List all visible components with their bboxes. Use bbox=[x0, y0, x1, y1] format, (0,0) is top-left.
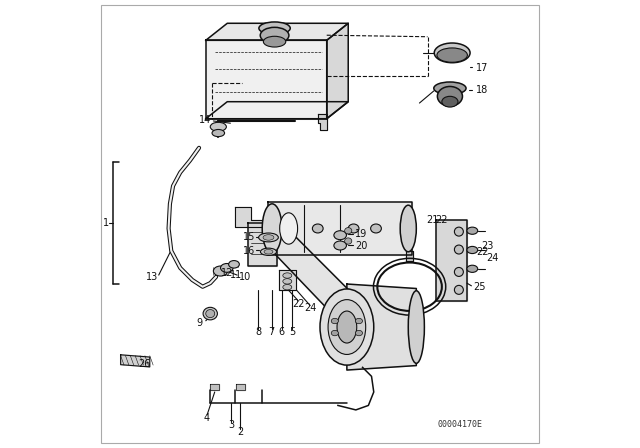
Text: 16: 16 bbox=[243, 246, 255, 256]
Ellipse shape bbox=[332, 319, 339, 324]
Text: 7: 7 bbox=[269, 327, 275, 336]
Ellipse shape bbox=[212, 129, 225, 137]
Ellipse shape bbox=[260, 248, 276, 255]
Polygon shape bbox=[210, 384, 220, 390]
Ellipse shape bbox=[355, 330, 362, 336]
Ellipse shape bbox=[283, 279, 292, 284]
Ellipse shape bbox=[203, 307, 218, 320]
Text: 20: 20 bbox=[355, 241, 367, 250]
Polygon shape bbox=[269, 202, 412, 255]
Text: 12: 12 bbox=[221, 268, 233, 278]
Ellipse shape bbox=[434, 82, 466, 95]
Ellipse shape bbox=[283, 284, 292, 290]
Polygon shape bbox=[206, 102, 348, 119]
Text: 14: 14 bbox=[199, 115, 212, 125]
Text: 15: 15 bbox=[243, 233, 255, 242]
Ellipse shape bbox=[221, 263, 233, 272]
Text: 24: 24 bbox=[304, 303, 316, 313]
Polygon shape bbox=[206, 40, 327, 119]
Polygon shape bbox=[347, 284, 417, 370]
Ellipse shape bbox=[454, 245, 463, 254]
Text: 21: 21 bbox=[427, 215, 439, 225]
Ellipse shape bbox=[337, 311, 356, 343]
Ellipse shape bbox=[211, 122, 227, 131]
Text: 00004170E: 00004170E bbox=[437, 420, 482, 429]
Ellipse shape bbox=[206, 310, 215, 318]
Ellipse shape bbox=[312, 224, 323, 233]
Ellipse shape bbox=[345, 238, 352, 244]
Text: 22: 22 bbox=[436, 215, 448, 225]
Ellipse shape bbox=[259, 233, 278, 242]
Ellipse shape bbox=[228, 261, 239, 268]
Text: 2: 2 bbox=[237, 427, 243, 437]
Polygon shape bbox=[121, 355, 150, 367]
Ellipse shape bbox=[454, 227, 463, 236]
Text: 24: 24 bbox=[486, 253, 498, 263]
Ellipse shape bbox=[264, 36, 286, 47]
Ellipse shape bbox=[454, 267, 463, 276]
Polygon shape bbox=[406, 250, 413, 261]
Ellipse shape bbox=[280, 213, 298, 244]
Ellipse shape bbox=[213, 266, 228, 276]
Text: 17: 17 bbox=[476, 63, 488, 73]
Text: 3: 3 bbox=[228, 420, 234, 430]
Text: 10: 10 bbox=[239, 272, 251, 282]
Text: 18: 18 bbox=[476, 86, 488, 95]
Ellipse shape bbox=[334, 231, 346, 240]
Ellipse shape bbox=[348, 224, 359, 233]
Ellipse shape bbox=[320, 289, 374, 365]
Text: 22: 22 bbox=[476, 247, 488, 257]
Polygon shape bbox=[269, 210, 365, 348]
Polygon shape bbox=[279, 270, 296, 290]
Text: 6: 6 bbox=[279, 327, 285, 336]
Text: 1: 1 bbox=[103, 218, 109, 228]
Ellipse shape bbox=[355, 319, 362, 324]
Text: 13: 13 bbox=[145, 272, 158, 282]
Polygon shape bbox=[248, 223, 278, 266]
Ellipse shape bbox=[437, 48, 467, 62]
Text: 23: 23 bbox=[481, 241, 493, 250]
Ellipse shape bbox=[260, 27, 289, 43]
Ellipse shape bbox=[328, 300, 365, 354]
Polygon shape bbox=[235, 207, 266, 227]
Ellipse shape bbox=[259, 22, 291, 34]
Text: 19: 19 bbox=[355, 229, 367, 239]
Polygon shape bbox=[327, 23, 348, 119]
Text: 11: 11 bbox=[230, 270, 242, 280]
Polygon shape bbox=[436, 220, 467, 301]
Polygon shape bbox=[317, 114, 327, 130]
Polygon shape bbox=[236, 384, 244, 390]
Text: 8: 8 bbox=[255, 327, 261, 336]
Ellipse shape bbox=[435, 43, 470, 63]
Ellipse shape bbox=[371, 224, 381, 233]
Ellipse shape bbox=[400, 205, 417, 252]
Text: 26: 26 bbox=[138, 359, 150, 369]
Ellipse shape bbox=[437, 86, 463, 106]
Ellipse shape bbox=[262, 204, 282, 253]
Polygon shape bbox=[206, 23, 348, 40]
Ellipse shape bbox=[345, 228, 352, 234]
Ellipse shape bbox=[454, 285, 463, 294]
Ellipse shape bbox=[334, 241, 346, 250]
Ellipse shape bbox=[467, 265, 477, 272]
Text: 4: 4 bbox=[204, 413, 210, 422]
Ellipse shape bbox=[408, 291, 424, 363]
Ellipse shape bbox=[263, 235, 274, 240]
Text: 22: 22 bbox=[292, 299, 305, 309]
Text: 5: 5 bbox=[289, 327, 295, 336]
Text: 25: 25 bbox=[473, 282, 486, 292]
Ellipse shape bbox=[332, 330, 339, 336]
Ellipse shape bbox=[467, 246, 477, 254]
Ellipse shape bbox=[264, 250, 273, 254]
Ellipse shape bbox=[467, 227, 477, 234]
Ellipse shape bbox=[283, 273, 292, 278]
Text: 9: 9 bbox=[196, 318, 203, 327]
Ellipse shape bbox=[442, 96, 458, 107]
